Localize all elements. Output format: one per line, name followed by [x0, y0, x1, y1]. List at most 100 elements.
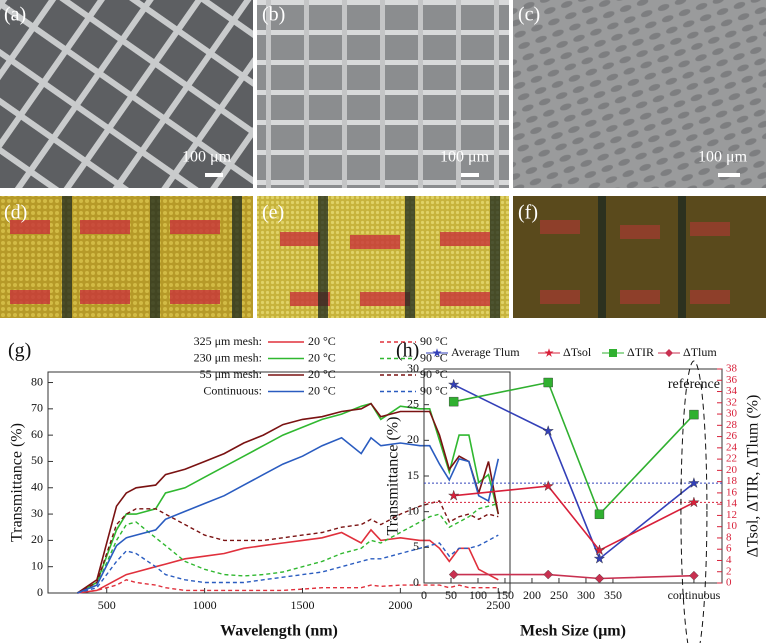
y2-tick-label: 34	[726, 385, 738, 397]
y-axis-label: Transmittance (%)	[385, 417, 402, 536]
y-tick-label: 0	[413, 575, 419, 589]
x-tick-label: 1500	[290, 598, 314, 612]
legend-marker	[609, 349, 617, 357]
x-tick-label: 2000	[388, 598, 412, 612]
y-tick-label: 20	[407, 432, 419, 446]
y-tick-label: 60	[31, 427, 43, 441]
y-tick-label: 50	[31, 453, 43, 467]
series-line	[453, 383, 695, 560]
x-tick-label: 300	[577, 588, 595, 602]
marker	[688, 496, 700, 508]
plot-frame	[423, 368, 723, 584]
x-tick-label: 250	[550, 588, 568, 602]
marker	[593, 544, 606, 556]
series-line	[77, 579, 499, 594]
y-tick-label: 10	[407, 503, 419, 517]
y2-tick-label: 8	[726, 531, 732, 543]
y-axis-label: Transmittance (%)	[9, 423, 26, 542]
marker	[447, 489, 460, 501]
legend-label: 90 °C	[420, 334, 448, 348]
marker	[448, 396, 459, 407]
y-tick-label: 5	[413, 539, 419, 553]
legend-label: ΔTsol	[563, 345, 592, 359]
legend-marker	[432, 348, 442, 357]
series-line	[77, 502, 499, 594]
y2-tick-label: 20	[726, 464, 738, 476]
legend-label: 90 °C	[420, 383, 448, 397]
scale-bar	[205, 173, 740, 177]
legend-label: ΔTIR	[627, 345, 654, 359]
x-tick-label: 100	[469, 588, 487, 602]
x-tick-label: 500	[98, 598, 116, 612]
marker	[688, 477, 700, 489]
sem-image	[513, 0, 766, 188]
series-line	[77, 402, 500, 594]
photo-pattern	[10, 220, 730, 306]
y-tick-label: 70	[31, 401, 43, 415]
scale-label: 100 μm	[440, 149, 490, 166]
marker	[542, 480, 554, 492]
x-axis-label: Wavelength (nm)	[220, 623, 338, 640]
plot-frame	[47, 371, 511, 594]
marker	[594, 573, 605, 584]
panel-label: (a)	[4, 4, 26, 26]
panel-label: (g)	[8, 340, 31, 362]
panel-label: (f)	[518, 202, 538, 224]
series-line	[453, 573, 694, 580]
legend-group: 325 μm mesh:	[194, 334, 262, 348]
y-tick-label: 25	[407, 396, 419, 410]
sem-image	[0, 0, 253, 188]
y-tick-label: 20	[31, 532, 43, 546]
photo-pattern	[62, 196, 686, 318]
y2-tick-label: 16	[726, 486, 738, 498]
panel-label: (e)	[262, 202, 284, 224]
legend-group: Continuous:	[203, 383, 262, 397]
series-line	[77, 436, 500, 594]
legend-label: 20 °C	[308, 383, 336, 397]
marker	[594, 509, 605, 519]
marker	[543, 569, 553, 580]
x-tick-label: 1000	[193, 598, 217, 612]
y-tick-label: 80	[31, 374, 43, 388]
y2-tick-label: 28	[726, 419, 738, 431]
series-line	[453, 381, 695, 516]
y2-tick-label: 30	[726, 408, 738, 420]
y2-axis-label: ΔTsol, ΔTIR, ΔTlum (%)	[745, 395, 762, 558]
y2-tick-label: 38	[726, 363, 738, 375]
photo	[513, 196, 766, 318]
legend-marker	[665, 349, 673, 357]
y2-tick-label: 14	[726, 498, 738, 510]
x-tick-label: 150	[496, 588, 514, 602]
legend-label: 90 °C	[420, 367, 448, 381]
marker	[447, 378, 460, 390]
series-line	[77, 500, 499, 594]
y2-tick-label: 2	[726, 565, 732, 577]
marker	[543, 377, 553, 388]
marker	[689, 409, 699, 420]
annotation-ellipse	[680, 360, 708, 643]
y2-tick-label: 18	[726, 475, 738, 487]
marker	[593, 552, 606, 564]
legend-marker	[544, 348, 554, 357]
legend-label: 20 °C	[308, 334, 336, 348]
legend-label: 20 °C	[308, 367, 336, 381]
y-tick-label: 10	[31, 558, 43, 572]
y2-tick-label: 10	[726, 520, 738, 532]
legend-label: ΔTlum	[683, 345, 717, 359]
y-tick-label: 30	[31, 506, 43, 520]
y2-tick-label: 6	[726, 543, 732, 555]
annotation: reference	[668, 377, 720, 392]
sem-image	[257, 0, 509, 188]
legend-label: 20 °C	[308, 350, 336, 364]
series-line	[77, 534, 499, 594]
x-tick-label: 50	[445, 588, 457, 602]
panel-label: (h)	[396, 340, 419, 362]
x-tick-label: continuous	[668, 588, 721, 602]
y2-tick-label: 32	[726, 396, 737, 408]
panel-label: (b)	[262, 4, 285, 26]
panel-label: (d)	[4, 202, 27, 224]
y-tick-label: 15	[407, 468, 419, 482]
y2-tick-label: 26	[726, 430, 738, 442]
legend-label: Average Tlum	[451, 345, 520, 359]
